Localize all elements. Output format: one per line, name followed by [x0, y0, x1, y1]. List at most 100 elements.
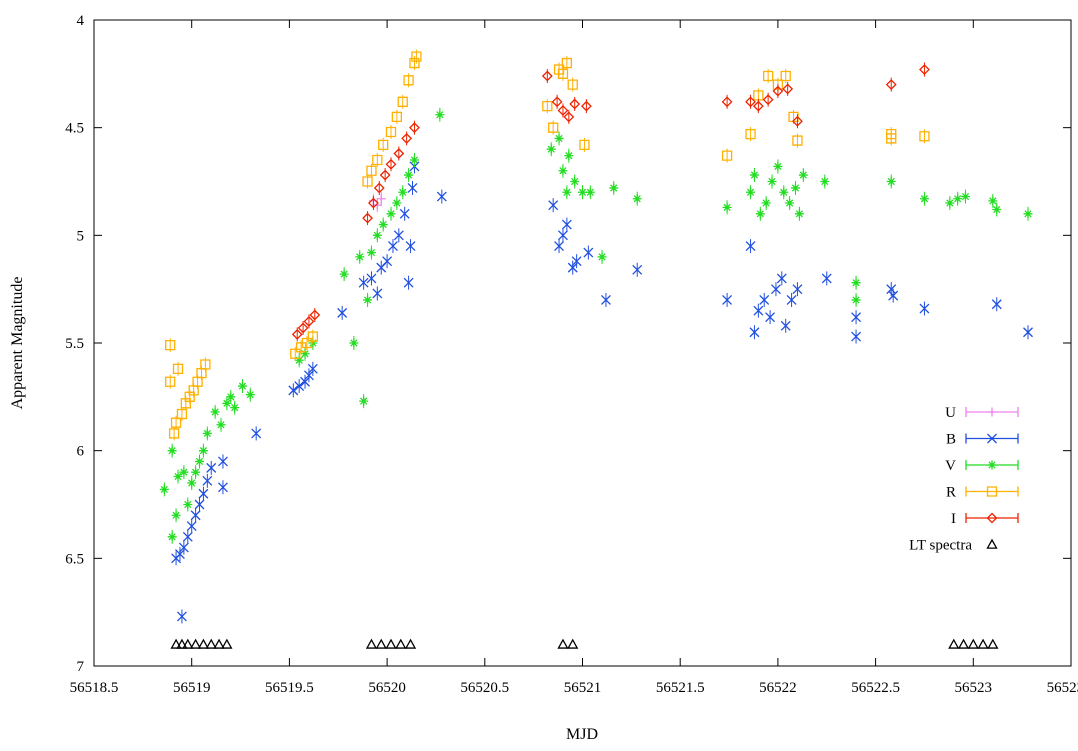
- data-point: [721, 150, 733, 161]
- legend-label: U: [945, 405, 956, 421]
- data-point: [409, 122, 420, 134]
- data-point: [398, 187, 408, 197]
- legend-marker: [986, 512, 998, 524]
- data-point: [194, 499, 205, 510]
- axis-ticks: 56518.5 56519 56519.5 56520 56520.5 56521 5652…: [65, 13, 1078, 696]
- data-point: [407, 183, 418, 193]
- data-point: [851, 312, 862, 323]
- data-point: [288, 385, 299, 396]
- data-point: [953, 194, 963, 204]
- data-point: [759, 294, 770, 305]
- data-point: [375, 638, 387, 649]
- series-i: [291, 62, 930, 342]
- data-point: [988, 196, 998, 206]
- data-point: [378, 139, 389, 151]
- data-point: [919, 303, 930, 314]
- data-point: [919, 131, 930, 142]
- data-point: [218, 482, 228, 493]
- data-point: [195, 456, 205, 466]
- y-tick-label: 5: [77, 228, 85, 244]
- data-point: [303, 316, 315, 327]
- data-point: [307, 363, 318, 374]
- y-tick-label: 4: [77, 13, 85, 29]
- series-r: [165, 49, 930, 441]
- data-point: [561, 219, 572, 230]
- legend-marker: [987, 460, 997, 470]
- data-point: [792, 135, 803, 146]
- data-point: [541, 70, 553, 82]
- data-point: [251, 428, 262, 439]
- data-point: [382, 256, 393, 267]
- data-point: [205, 638, 217, 649]
- data-point: [385, 638, 397, 649]
- y-tick-label: 6: [77, 444, 85, 460]
- data-point: [206, 462, 217, 473]
- data-point: [409, 155, 419, 165]
- data-point: [798, 170, 808, 180]
- legend-marker: [987, 407, 997, 417]
- y-tick-label: 5.5: [65, 336, 84, 352]
- data-point: [546, 144, 556, 154]
- x-tick-label: 56518.5: [70, 680, 119, 696]
- data-point: [851, 295, 861, 305]
- data-point: [564, 151, 574, 161]
- y-axis-title: Apparent Magnitude: [9, 277, 26, 410]
- data-point: [365, 638, 378, 649]
- data-point: [403, 75, 414, 86]
- data-point: [187, 478, 197, 488]
- data-point: [300, 376, 310, 387]
- data-point: [165, 376, 176, 387]
- data-point: [226, 392, 236, 402]
- data-point: [554, 133, 564, 143]
- data-point: [178, 542, 189, 553]
- data-point: [567, 79, 578, 90]
- data-point: [761, 198, 771, 208]
- data-point: [221, 638, 233, 649]
- data-point: [362, 176, 373, 187]
- data-point: [190, 510, 201, 521]
- data-point: [821, 273, 832, 284]
- data-point: [773, 161, 783, 171]
- data-point: [752, 100, 764, 112]
- data-point: [230, 403, 240, 413]
- y-tick-label: 4.5: [65, 121, 84, 137]
- legend-label: LT spectra: [909, 538, 972, 554]
- data-point: [165, 340, 176, 351]
- data-point: [792, 284, 803, 295]
- data-point: [632, 194, 642, 204]
- data-point: [386, 209, 396, 219]
- data-point: [820, 177, 830, 186]
- legend-label: R: [946, 485, 956, 501]
- data-point: [202, 428, 212, 438]
- data-point: [200, 359, 211, 370]
- data-point: [385, 158, 397, 170]
- data-point: [563, 111, 575, 123]
- y-tick-label: 7: [77, 659, 85, 675]
- data-point: [216, 420, 226, 430]
- data-point: [191, 467, 201, 477]
- data-point: [337, 307, 348, 318]
- data-point: [557, 638, 569, 649]
- data-point: [202, 475, 213, 486]
- data-point: [186, 521, 197, 531]
- data-point: [792, 115, 803, 127]
- data-point: [405, 241, 416, 252]
- data-point: [388, 241, 398, 252]
- data-point: [745, 96, 756, 108]
- data-point: [362, 212, 373, 224]
- data-point: [888, 290, 899, 301]
- data-point: [772, 85, 784, 97]
- data-point: [297, 322, 309, 334]
- data-point: [567, 262, 578, 273]
- data-point: [171, 510, 181, 520]
- data-point: [167, 446, 177, 456]
- data-point: [176, 408, 188, 420]
- data-point: [294, 381, 305, 392]
- data-point: [173, 472, 183, 482]
- data-point: [794, 209, 804, 219]
- data-point: [779, 187, 789, 197]
- plot-frame: [93, 19, 1072, 667]
- data-point: [790, 183, 800, 193]
- x-tick-label: 56519: [173, 680, 211, 696]
- data-point: [397, 96, 408, 107]
